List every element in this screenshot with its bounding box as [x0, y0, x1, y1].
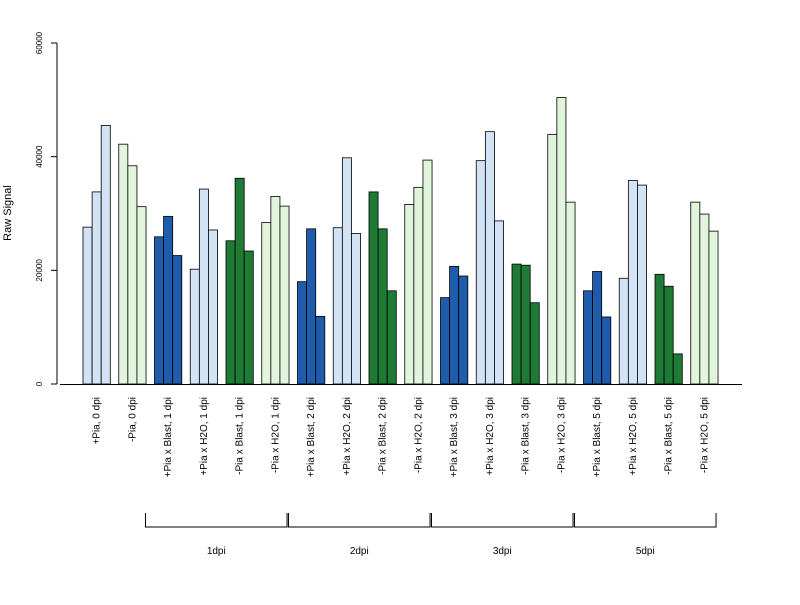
- x-tick-label: +Pia x Blast, 1 dpi: [163, 397, 174, 477]
- x-tick-label: +Pia x Blast, 2 dpi: [306, 397, 317, 477]
- bar: [297, 281, 308, 385]
- x-tick-label: +Pia x H2O, 1 dpi: [199, 397, 210, 476]
- bar: [377, 228, 388, 385]
- bar: [91, 191, 102, 385]
- group-label: 3dpi: [493, 546, 512, 557]
- y-tick-label: 20000: [35, 259, 44, 282]
- bar: [172, 255, 183, 385]
- x-tick-label: -Pia x H2O, 2 dpi: [413, 397, 424, 473]
- bar: [475, 160, 486, 385]
- bar: [234, 177, 245, 385]
- y-tick-label: 60000: [35, 31, 44, 54]
- bar: [351, 232, 361, 385]
- bar: [618, 277, 629, 385]
- bar: [154, 236, 165, 385]
- group-bracket: [145, 513, 288, 528]
- bar: [136, 206, 147, 385]
- bar: [565, 201, 576, 385]
- y-tick-label: 40000: [35, 145, 44, 168]
- group-bracket: [574, 513, 717, 528]
- bar: [458, 275, 469, 385]
- bar: [163, 215, 174, 385]
- bar: [118, 143, 129, 385]
- bars: [82, 97, 719, 385]
- bar: [654, 273, 665, 385]
- bar: [225, 240, 236, 385]
- bar: [82, 226, 93, 385]
- bar: [556, 97, 567, 385]
- x-tick-label: -Pia x Blast, 2 dpi: [378, 397, 389, 475]
- y-axis-label: Raw Signal: [2, 185, 14, 241]
- bar: [547, 134, 558, 385]
- bar: [672, 353, 683, 385]
- x-tick-label: -Pia x H2O, 1 dpi: [270, 397, 281, 473]
- bar: [627, 180, 638, 385]
- x-tick-label: -Pia x Blast, 3 dpi: [521, 397, 532, 475]
- bar: [100, 125, 111, 385]
- bar: [484, 131, 495, 385]
- bar: [690, 201, 701, 385]
- group-label: 2dpi: [350, 546, 369, 557]
- bar: [189, 268, 200, 385]
- bar: [708, 230, 719, 385]
- bar: [583, 290, 594, 385]
- x-tick-label: -Pia x H2O, 5 dpi: [699, 397, 710, 473]
- x-tick-label: +Pia x H2O, 2 dpi: [342, 397, 353, 476]
- bar: [368, 191, 379, 385]
- x-tick-labels: +Pia, 0 dpi -Pia, 0 dpi +Pia x Blast, 1 dp…: [92, 397, 711, 477]
- bar: [663, 285, 674, 385]
- bar: [529, 302, 540, 385]
- group-bracket: [288, 513, 431, 528]
- bar: [315, 315, 326, 385]
- bar: [341, 157, 352, 385]
- axes: 0 20000 40000 60000: [35, 31, 742, 386]
- bar: [332, 227, 343, 385]
- bar: [601, 316, 612, 385]
- group-label: 1dpi: [207, 546, 226, 557]
- x-tick-label: +Pia x H2O, 3 dpi: [485, 397, 496, 476]
- x-tick-label: +Pia x H2O, 5 dpi: [628, 397, 639, 476]
- bar: [422, 159, 433, 385]
- group-bracket: [431, 513, 574, 528]
- x-tick-label: -Pia x Blast, 1 dpi: [235, 397, 246, 475]
- bar: [270, 196, 281, 385]
- bar: [386, 290, 397, 385]
- group-brackets: 1dpi 2dpi 3dpi 5dpi: [145, 513, 717, 557]
- bar: [306, 228, 317, 385]
- x-tick-label: +Pia x Blast, 3 dpi: [449, 397, 460, 477]
- bar: [449, 265, 460, 385]
- bar: [243, 250, 254, 385]
- x-tick-label: +Pia x Blast, 5 dpi: [592, 397, 603, 477]
- x-tick-label: +Pia, 0 dpi: [92, 397, 103, 445]
- bar: [198, 188, 209, 385]
- bar: [261, 222, 272, 385]
- bar: [494, 220, 504, 385]
- bar: [520, 264, 531, 385]
- bar: [440, 297, 451, 385]
- bar: [637, 184, 647, 385]
- x-tick-label: -Pia x Blast, 5 dpi: [664, 397, 675, 475]
- x-tick-label: -Pia x H2O, 3 dpi: [556, 397, 567, 473]
- bar: [404, 204, 415, 385]
- bar: [208, 229, 218, 385]
- group-label: 5dpi: [636, 546, 655, 557]
- bar: [279, 205, 290, 385]
- y-tick-label: 0: [35, 381, 44, 386]
- bar: [127, 165, 138, 385]
- bar: [413, 186, 424, 385]
- bar: [699, 213, 710, 385]
- x-tick-label: -Pia, 0 dpi: [127, 397, 138, 442]
- bar: [592, 271, 603, 385]
- bar: [511, 263, 522, 385]
